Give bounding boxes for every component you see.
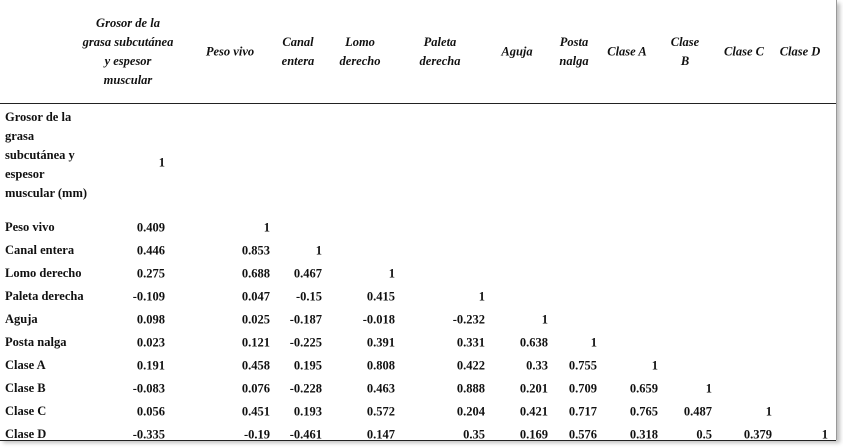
cell-value: 0.056	[136, 404, 165, 419]
cell-value: 0.35	[463, 427, 485, 442]
cell-value: 1	[478, 289, 485, 304]
row-label: Paleta derecha	[5, 289, 84, 303]
header-rule	[0, 103, 836, 104]
cell-value: 0.717	[568, 404, 597, 419]
cell-value: 0.193	[293, 404, 322, 419]
cell-value: 0.169	[519, 427, 548, 442]
cell-value: -0.083	[132, 381, 165, 396]
cell-value: 0.275	[136, 266, 165, 281]
cell-value: 0.888	[456, 381, 485, 396]
cell-value: 0.318	[629, 427, 658, 442]
cell-value: 0.204	[456, 404, 485, 419]
column-header: Clase D	[779, 44, 821, 59]
column-header: Clase C	[724, 44, 764, 59]
cell-value: 0.755	[568, 358, 597, 373]
row-label: Posta nalga	[5, 335, 67, 349]
column-header: Clase B	[670, 35, 700, 68]
column-header: Posta nalga	[559, 35, 589, 68]
cell-value: -0.018	[362, 312, 395, 327]
cell-value: 0.572	[366, 404, 395, 419]
row-label: Lomo derecho	[5, 266, 82, 280]
cell-value: 0.458	[241, 358, 270, 373]
cell-value: 0.422	[456, 358, 485, 373]
cell-value: -0.15	[295, 289, 322, 304]
cell-value: 0.688	[241, 266, 270, 281]
cell-value: -0.109	[132, 289, 165, 304]
cell-value: 1	[541, 312, 548, 327]
cell-value: 0.023	[136, 335, 165, 350]
cell-value: 0.446	[136, 243, 165, 258]
row-label: Canal entera	[5, 243, 75, 257]
cell-value: 0.098	[136, 312, 165, 327]
cell-value: 0.463	[366, 381, 395, 396]
cell-value: 1	[315, 243, 322, 258]
cell-value: -0.225	[289, 335, 322, 350]
cell-value: 0.467	[293, 266, 322, 281]
cell-value: 1	[821, 427, 828, 442]
column-header: Canal entera	[281, 35, 315, 68]
cell-value: 0.121	[241, 335, 270, 350]
cell-value: -0.461	[289, 427, 322, 442]
cell-value: 0.025	[241, 312, 270, 327]
cell-value: 0.379	[743, 427, 772, 442]
cell-value: 0.195	[293, 358, 322, 373]
cell-value: 0.853	[241, 243, 270, 258]
cell-value: 0.147	[366, 427, 395, 442]
cell-value: 1	[263, 220, 270, 235]
cell-value: 0.076	[241, 381, 270, 396]
cell-value: -0.19	[243, 427, 270, 442]
row-label: Grosor de la grasa subcutánea y espesor …	[5, 110, 88, 200]
cell-value: -0.228	[289, 381, 322, 396]
cell-value: -0.232	[452, 312, 485, 327]
cell-value: 1	[388, 266, 395, 281]
cell-value: 0.421	[519, 404, 548, 419]
cell-value: 0.047	[241, 289, 270, 304]
row-label: Aguja	[5, 312, 38, 326]
cell-value: 1	[765, 404, 772, 419]
row-label: Clase B	[5, 381, 46, 395]
cell-value: 0.5	[696, 427, 712, 442]
cell-value: 0.191	[136, 358, 165, 373]
cell-value: 0.659	[629, 381, 658, 396]
cell-value: 0.576	[568, 427, 597, 442]
cell-value: 0.451	[241, 404, 270, 419]
row-label: Clase C	[5, 404, 47, 418]
cell-value: 1	[651, 358, 658, 373]
column-header: Paleta derecha	[419, 35, 461, 68]
cell-value: 0.391	[366, 335, 395, 350]
cell-value: 0.487	[683, 404, 712, 419]
cell-value: 0.765	[629, 404, 658, 419]
cell-value: -0.187	[289, 312, 322, 327]
bottom-rule	[0, 440, 836, 441]
column-header: Aguja	[501, 44, 533, 59]
cell-value: 0.409	[136, 220, 165, 235]
cell-value: 1	[590, 335, 597, 350]
column-header: Grosor de la grasa subcutánea y espesor …	[82, 16, 174, 87]
row-label: Clase D	[5, 427, 47, 441]
column-header: Lomo derecho	[339, 35, 381, 68]
frame	[836, 0, 837, 440]
cell-value: 0.638	[519, 335, 548, 350]
column-header: Clase A	[607, 44, 647, 59]
cell-value: 1	[158, 155, 165, 170]
row-label: Peso vivo	[5, 220, 55, 234]
column-header: Peso vivo	[205, 44, 255, 59]
cell-value: 0.415	[366, 289, 395, 304]
cell-value: 0.709	[568, 381, 597, 396]
cell-value: 0.808	[366, 358, 395, 373]
cell-value: 0.331	[456, 335, 485, 350]
cell-value: 0.201	[519, 381, 548, 396]
cell-value: 0.33	[526, 358, 548, 373]
row-label: Clase A	[5, 358, 46, 372]
cell-value: 1	[705, 381, 712, 396]
cell-value: -0.335	[132, 427, 165, 442]
